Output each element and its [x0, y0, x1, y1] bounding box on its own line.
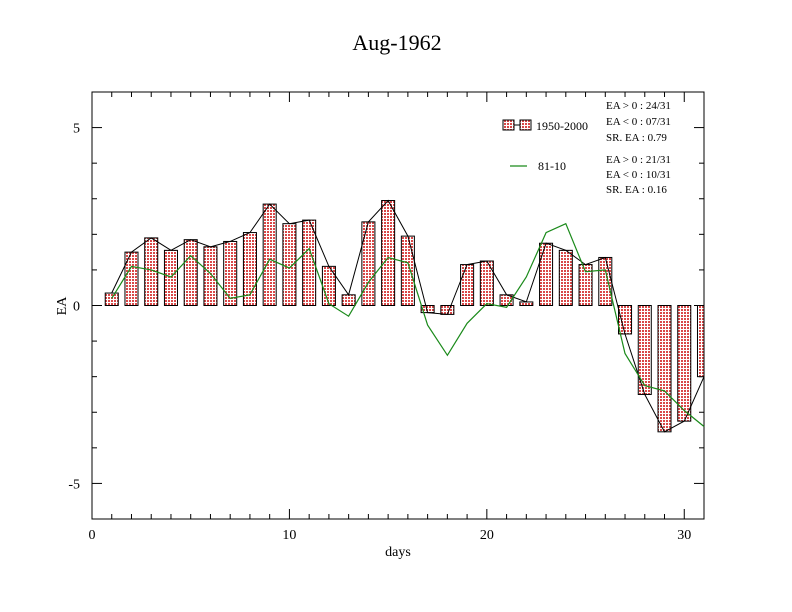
y-tick-label: -5 — [68, 477, 80, 492]
stats-2-line-2: EA < 0 : 10/31 — [606, 169, 671, 181]
bar-day-6 — [203, 246, 218, 307]
bar-day-20 — [479, 260, 494, 307]
bar-day-13 — [341, 294, 356, 307]
legend: 1950-2000 81-10 EA > 0 : 24/31 EA < 0 : … — [502, 100, 671, 196]
axis-ticks: 0 10 20 30 -5 0 5 — [68, 92, 704, 543]
legend-label-81-10: 81-10 — [538, 159, 566, 173]
bar-day-30 — [677, 305, 692, 422]
stats-2-line-1: EA > 0 : 21/31 — [606, 154, 671, 166]
bar-series — [104, 200, 705, 433]
bar-day-24 — [558, 249, 573, 307]
bar-day-26 — [598, 256, 613, 306]
stats-1-line-2: EA < 0 : 07/31 — [606, 116, 671, 128]
bar-day-29 — [657, 305, 672, 433]
stats-2-line-3: SR. EA : 0.16 — [606, 184, 667, 196]
bar-day-10 — [282, 223, 297, 307]
bar-day-23 — [539, 242, 554, 307]
series-81-10-line — [111, 222, 705, 427]
legend-label-1950-2000: 1950-2000 — [536, 119, 588, 133]
bar-day-18 — [440, 305, 455, 315]
stats-1-line-3: SR. EA : 0.79 — [606, 132, 667, 144]
bar-day-22 — [519, 301, 534, 307]
legend-swatch-bar-right — [519, 119, 532, 131]
x-tick-label: 0 — [89, 528, 96, 543]
bar-day-16 — [400, 235, 415, 306]
bar-day-4 — [163, 249, 178, 307]
y-tick-label: 0 — [73, 300, 80, 315]
chart-title: Aug-1962 — [352, 30, 441, 55]
bar-day-31 — [696, 305, 705, 378]
y-tick-label: 5 — [73, 122, 80, 137]
stats-1-line-1: EA > 0 : 24/31 — [606, 100, 671, 112]
bar-day-1 — [104, 292, 119, 307]
series-1950-2000-line — [111, 199, 705, 433]
bar-day-7 — [223, 240, 238, 306]
bar-day-2 — [124, 251, 139, 306]
x-tick-label: 10 — [282, 528, 296, 543]
bar-day-5 — [183, 239, 198, 307]
x-tick-label: 30 — [677, 528, 691, 543]
y-axis-label: EA — [55, 296, 70, 316]
bar-day-15 — [381, 200, 396, 306]
line-series — [111, 199, 705, 433]
x-axis-label: days — [385, 545, 411, 560]
legend-swatch-bar-left — [502, 119, 515, 131]
bar-day-27 — [618, 305, 633, 335]
x-tick-label: 20 — [480, 528, 494, 543]
bar-day-19 — [460, 264, 475, 306]
bar-day-14 — [361, 221, 376, 306]
bar-day-9 — [262, 203, 277, 306]
